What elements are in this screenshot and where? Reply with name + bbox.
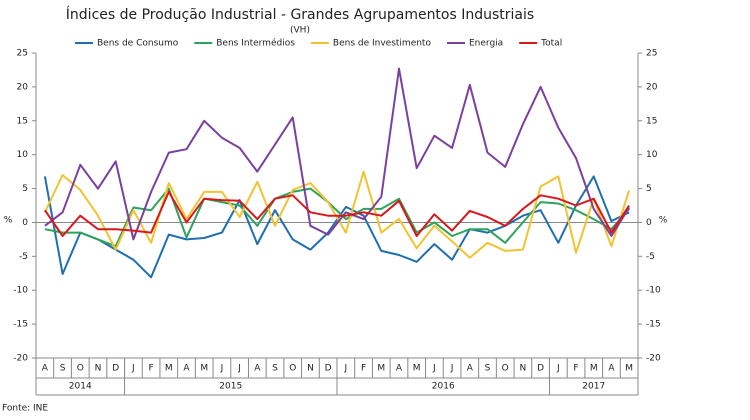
y2-tick-label: -5: [646, 252, 655, 262]
x-tick-label: D: [537, 364, 544, 374]
year-label: 2015: [219, 382, 242, 392]
series-line: [43, 175, 630, 279]
x-tick-label: M: [590, 364, 598, 374]
legend-label: Total: [540, 39, 562, 49]
y-tick-label: -10: [13, 286, 28, 296]
x-tick-label: N: [520, 364, 527, 374]
x-tick-label: J: [344, 364, 348, 374]
x-tick-label: M: [625, 364, 633, 374]
x-tick-label: J: [450, 364, 454, 374]
chart-title: Índices de Produção Industrial - Grandes…: [66, 6, 534, 23]
x-tick-label: A: [396, 364, 403, 374]
y-tick-label: -15: [13, 320, 28, 330]
x-tick-label: A: [467, 364, 474, 374]
x-tick-label: O: [502, 364, 509, 374]
year-label: 2017: [582, 382, 605, 392]
y2-tick-label: 15: [646, 116, 657, 126]
x-tick-label: J: [131, 364, 135, 374]
x-tick-label: M: [377, 364, 385, 374]
legend-label: Bens de Consumo: [97, 39, 179, 49]
legend-label: Bens Intermédios: [216, 38, 295, 49]
x-tick-label: J: [220, 364, 224, 374]
x-tick-label: M: [200, 364, 208, 374]
x-tick-label: O: [77, 364, 84, 374]
y2-tick-label: 25: [646, 49, 657, 59]
y2-tick-label: 0: [646, 218, 652, 228]
chart-subtitle: (VH): [290, 26, 310, 36]
y-tick-label: 20: [17, 82, 29, 92]
year-label: 2014: [69, 382, 92, 392]
y-tick-label: -20: [13, 354, 28, 364]
x-tick-label: D: [325, 364, 332, 374]
y2-tick-label: -10: [646, 286, 661, 296]
y-tick-label: 25: [17, 49, 28, 59]
y-tick-label: 10: [17, 150, 29, 160]
y2-tick-label: 20: [646, 82, 658, 92]
series-line: [44, 187, 630, 248]
x-tick-label: A: [42, 364, 49, 374]
x-tick-label: A: [254, 364, 261, 374]
y2-tick-label: -20: [646, 354, 661, 364]
y-tick-label: 5: [22, 184, 28, 194]
x-tick-label: F: [148, 364, 153, 374]
y2-tick-label: 5: [646, 184, 652, 194]
y-tick-label: 15: [17, 116, 28, 126]
x-tick-label: A: [183, 364, 190, 374]
year-label: 2016: [432, 382, 455, 392]
x-tick-label: A: [608, 364, 615, 374]
y2-axis-label: %: [659, 216, 668, 226]
y-axis-label: %: [4, 216, 13, 226]
y-tick-label: 0: [22, 218, 28, 228]
x-tick-label: J: [237, 364, 241, 374]
x-tick-label: M: [413, 364, 421, 374]
source: Fonte: INE: [2, 404, 48, 414]
series-line: [43, 170, 631, 259]
x-tick-label: F: [573, 364, 578, 374]
x-tick-label: J: [556, 364, 560, 374]
x-tick-label: J: [432, 364, 436, 374]
y2-tick-label: 10: [646, 150, 658, 160]
x-tick-label: S: [272, 364, 278, 374]
x-tick-label: D: [112, 364, 119, 374]
x-tick-label: N: [307, 364, 314, 374]
x-tick-label: S: [485, 364, 491, 374]
x-tick-label: N: [95, 364, 102, 374]
y-tick-label: -5: [19, 252, 28, 262]
x-tick-label: F: [361, 364, 366, 374]
legend-label: Energia: [469, 39, 503, 49]
x-tick-label: S: [60, 364, 66, 374]
x-tick-label: M: [165, 364, 173, 374]
legend-label: Bens de Investimento: [333, 39, 432, 49]
series-line: [44, 190, 630, 237]
y2-tick-label: -15: [646, 320, 661, 330]
x-tick-label: O: [289, 364, 296, 374]
series-line: [44, 67, 630, 241]
